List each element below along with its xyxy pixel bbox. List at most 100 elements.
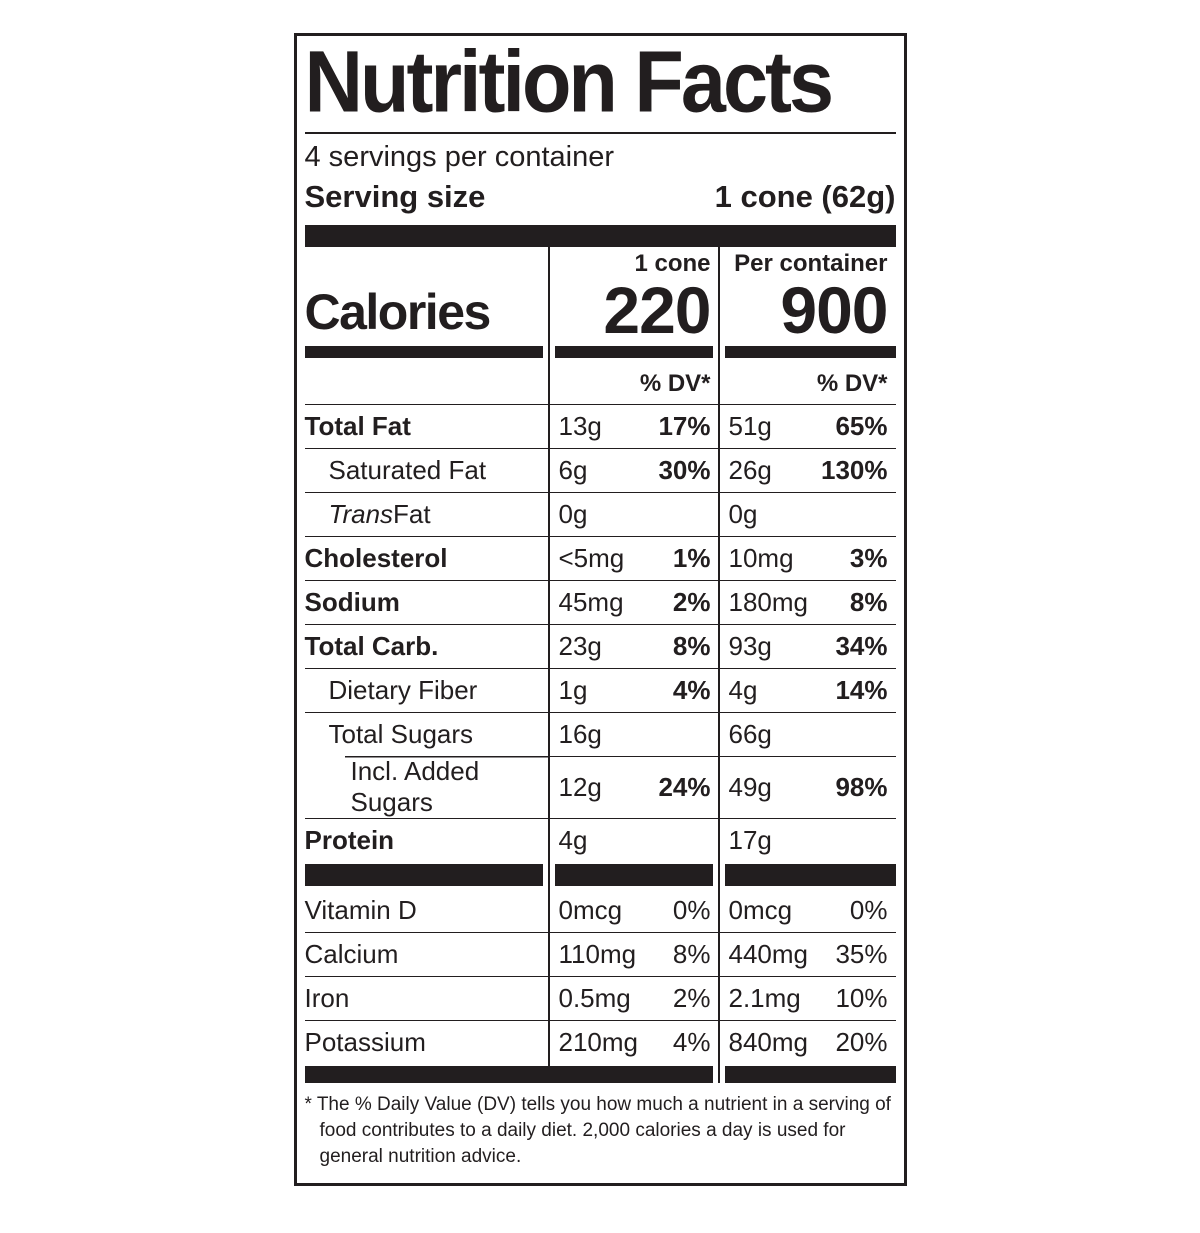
nutrient-name: Total Sugars <box>304 712 549 756</box>
daily-value: 2% <box>672 983 711 1014</box>
nutrient-values-container: 17g <box>718 818 896 862</box>
nutrient-values-cone: 6g 30% <box>548 448 719 492</box>
amount: 110mg <box>558 939 637 970</box>
amount: 16g <box>558 719 602 750</box>
vitamin-values-container: 2.1mg 10% <box>718 976 896 1020</box>
nutrient-values-cone: 16g <box>548 712 719 756</box>
vitamin-values-cone: 0mcg 0% <box>549 888 719 932</box>
calories-underbar <box>304 346 543 359</box>
nutrient-values-container: 66g <box>718 712 896 756</box>
daily-value-footnote: * The % Daily Value (DV) tells you how m… <box>304 1094 891 1167</box>
amount: 0mcg <box>558 894 623 925</box>
amount: 0g <box>728 499 758 530</box>
title-divider <box>304 132 896 134</box>
amount: <5mg <box>558 543 625 574</box>
daily-value: 4% <box>672 675 711 706</box>
vitamins-section-bar <box>724 864 896 887</box>
vitamin-name: Calcium <box>304 932 549 976</box>
vitamin-name: Potassium <box>304 1020 549 1064</box>
nutrient-values-cone: 1g 4% <box>548 668 719 712</box>
amount: 66g <box>728 719 772 750</box>
daily-value: 20% <box>835 1027 888 1058</box>
daily-value: 0% <box>672 894 711 925</box>
daily-value: 1% <box>672 543 711 574</box>
serving-size-value: 1 cone (62g) <box>714 179 896 214</box>
daily-value: 8% <box>672 939 711 970</box>
amount: 23g <box>558 631 602 662</box>
nutrient-values-container: 49g 98% <box>718 756 896 818</box>
nutrient-name: Dietary Fiber <box>304 668 549 712</box>
column-header-cone: 1 cone <box>634 250 711 277</box>
nutrition-facts-label: Nutrition Facts 4 servings per container… <box>293 33 907 1187</box>
column-divider-1 <box>547 247 550 1084</box>
column-header-container: Per container <box>734 250 888 277</box>
daily-value: 3% <box>849 543 888 574</box>
nutrient-values-container: 4g 14% <box>718 668 896 712</box>
calories-label: Calories <box>304 284 492 341</box>
footer-section-bar <box>724 1066 896 1084</box>
nutrient-values-cone: 4g <box>548 818 719 862</box>
daily-value: 34% <box>835 631 888 662</box>
amount: 0g <box>558 499 588 530</box>
nutrient-values-container: 180mg 8% <box>718 580 896 624</box>
amount: 13g <box>558 411 602 442</box>
nutrient-values-container: 51g 65% <box>718 404 896 448</box>
vitamin-values-container: 440mg 35% <box>718 932 896 976</box>
vitamin-values-container: 840mg 20% <box>718 1020 896 1064</box>
amount: 93g <box>728 631 772 662</box>
daily-value: 10% <box>835 983 888 1014</box>
amount: 4g <box>558 825 588 856</box>
daily-value: 24% <box>658 772 711 803</box>
daily-value: 17% <box>658 411 711 442</box>
footer-section-bar <box>304 1066 713 1084</box>
amount: 10mg <box>728 543 794 574</box>
amount: 180mg <box>728 587 809 618</box>
amount: 12g <box>558 772 602 803</box>
amount: 17g <box>728 825 772 856</box>
nutrient-values-container: 10mg 3% <box>718 536 896 580</box>
calories-container-column: Per container 900 <box>719 247 896 343</box>
nutrient-values-cone: 23g 8% <box>548 624 719 668</box>
calories-underbar <box>554 346 713 359</box>
vitamin-name: Vitamin D <box>304 894 417 925</box>
vitamins-section-bar <box>554 864 713 887</box>
nutrient-name: Trans Fat <box>304 492 549 536</box>
daily-value: 130% <box>821 455 888 486</box>
amount: 6g <box>558 455 588 486</box>
daily-value: 98% <box>835 772 888 803</box>
daily-value: 8% <box>849 587 888 618</box>
daily-value: 65% <box>835 411 888 442</box>
nutrient-values-cone: 12g 24% <box>548 756 719 818</box>
amount: 45mg <box>558 587 624 618</box>
nutrient-values-cone: 45mg 2% <box>548 580 719 624</box>
serving-size-label: Serving size <box>304 179 486 214</box>
daily-value: 14% <box>835 675 888 706</box>
amount: 1g <box>558 675 588 706</box>
daily-value: 4% <box>672 1027 711 1058</box>
amount: 2.1mg <box>728 983 801 1014</box>
label-title: Nutrition Facts <box>304 33 835 132</box>
nutrient-table: Calories 1 cone 220 Per container 900 % … <box>304 247 896 1084</box>
daily-value: 30% <box>658 455 711 486</box>
calories-cone-column: 1 cone 220 <box>549 247 719 343</box>
amount: 51g <box>728 411 772 442</box>
nutrient-name: Incl. Added Sugars <box>304 756 549 819</box>
amount: 26g <box>728 455 772 486</box>
daily-value: 8% <box>672 631 711 662</box>
nutrient-name: Saturated Fat <box>304 448 549 492</box>
nutrient-values-cone: 13g 17% <box>548 404 719 448</box>
dv-header-cone: % DV* <box>639 370 711 398</box>
amount: 210mg <box>558 1027 639 1058</box>
servings-per-container: 4 servings per container <box>304 141 615 173</box>
nutrient-values-container: 26g 130% <box>718 448 896 492</box>
nutrient-name: Total Fat <box>304 404 549 448</box>
nutrient-name: Cholesterol <box>304 536 549 580</box>
nutrient-name: Protein <box>304 818 549 862</box>
trans-rest: Fat <box>393 499 431 530</box>
amount: 840mg <box>728 1027 809 1058</box>
nutrient-values-container: 0g <box>718 492 896 536</box>
daily-value: 35% <box>835 939 888 970</box>
vitamin-values-cone: 0.5mg 2% <box>548 976 719 1020</box>
nutrient-values-container: 93g 34% <box>718 624 896 668</box>
amount: 0.5mg <box>558 983 631 1014</box>
